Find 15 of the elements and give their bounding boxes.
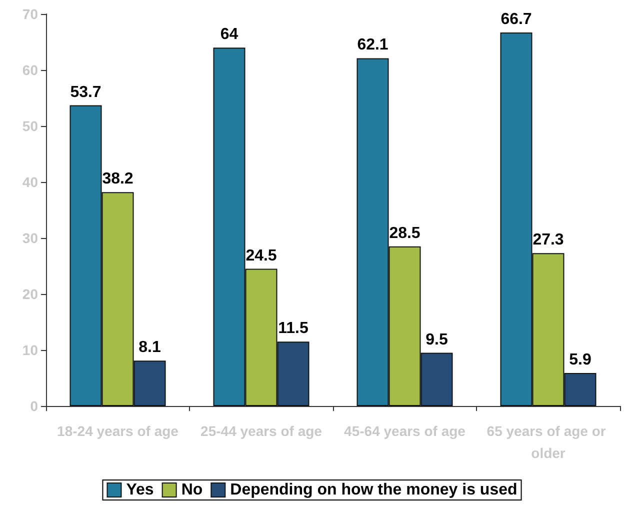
data-label: 9.5	[426, 331, 448, 348]
data-label: 62.1	[357, 36, 388, 54]
data-label: 38.2	[102, 170, 134, 188]
data-label: 64	[220, 26, 238, 44]
data-label: 24.5	[246, 247, 277, 264]
data-label: 66.7	[500, 10, 532, 28]
data-label: 5.9	[569, 351, 592, 368]
legend-label: Yes	[126, 482, 154, 498]
data-label: 11.5	[278, 320, 308, 338]
data-label: 27.3	[532, 232, 564, 249]
legend-label: No	[181, 482, 203, 498]
legend-label: Depending on how the money is used	[230, 482, 518, 498]
data-label: 8.1	[138, 339, 161, 356]
data-label: 53.7	[70, 84, 102, 101]
data-label: 28.5	[389, 224, 420, 242]
